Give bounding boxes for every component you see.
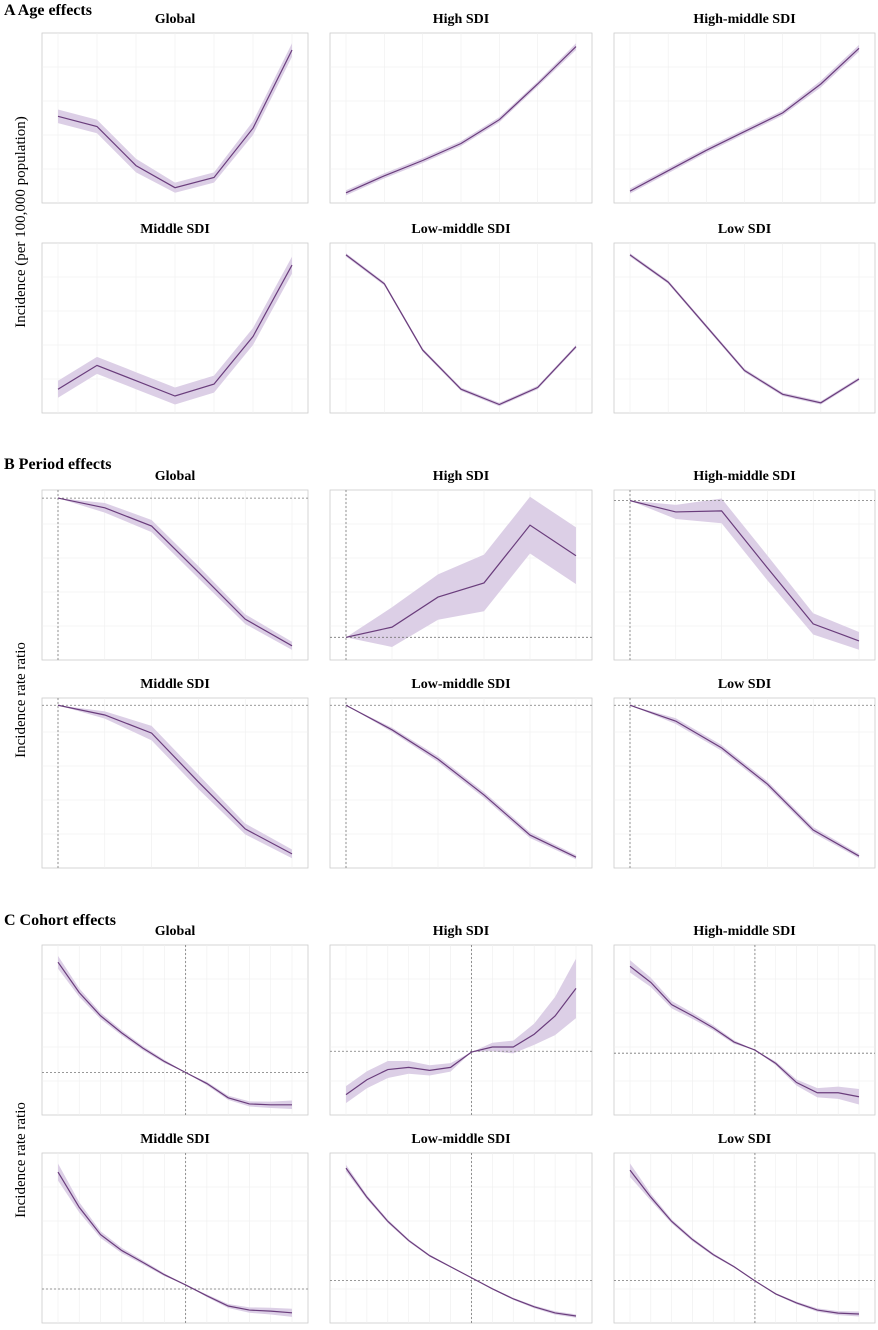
panel-title: High-middle SDI [693,469,795,484]
panel-title: Middle SDI [140,222,210,237]
plot-frame [613,1152,876,1324]
line [345,1167,577,1317]
plot-frame [329,697,593,869]
line [345,704,577,858]
panel-title: High SDI [433,469,489,484]
panel-title: High-middle SDI [693,12,795,27]
confidence-band [58,498,292,650]
line [629,500,860,642]
plot-frame [329,1152,593,1324]
panel-title: Global [155,12,196,27]
line [57,961,292,1106]
section-title: B Period effects [4,456,112,473]
confidence-band [58,43,292,193]
section-title: C Cohort effects [4,912,116,929]
confidence-band [630,498,859,650]
y-axis-label: Incidence (per 100,000 population) [13,116,29,328]
line [57,1171,293,1314]
confidence-band [346,705,576,860]
panel-title: Middle SDI [140,1132,210,1147]
confidence-band [630,960,859,1105]
panel-title: Middle SDI [140,677,210,692]
line [345,524,577,638]
line [57,704,293,855]
confidence-band [58,705,292,859]
confidence-band [630,705,859,859]
panel-title: Low SDI [718,222,771,237]
confidence-band [58,1163,292,1317]
panel-title: High SDI [433,12,489,27]
line [345,46,577,194]
line [629,965,860,1098]
line [629,704,860,857]
panel-title: High-middle SDI [693,924,795,939]
y-axis-label: Incidence rate ratio [13,1102,29,1218]
line [345,254,577,406]
confidence-band [346,496,576,647]
line [57,49,293,189]
line [629,254,860,404]
plot-frame [41,1152,309,1324]
panel-title: Global [155,924,196,939]
y-axis-label: Incidence rate ratio [13,642,29,758]
line [629,47,860,192]
line [57,497,293,647]
confidence-band [346,43,576,196]
panel-title: Low SDI [718,677,771,692]
panel-title: Low-middle SDI [411,677,510,692]
confidence-band [346,958,576,1104]
confidence-band [58,256,292,405]
section-title: A Age effects [4,2,92,19]
panel-title: Low-middle SDI [411,1132,510,1147]
panel-title: High SDI [433,924,489,939]
line [629,1169,860,1315]
panel-title: Low SDI [718,1132,771,1147]
panel-title: Low-middle SDI [411,222,510,237]
line [57,264,293,397]
line [345,987,577,1096]
plot-frame [613,944,876,1116]
panel-title: Global [155,469,196,484]
plot-frame [41,944,309,1116]
